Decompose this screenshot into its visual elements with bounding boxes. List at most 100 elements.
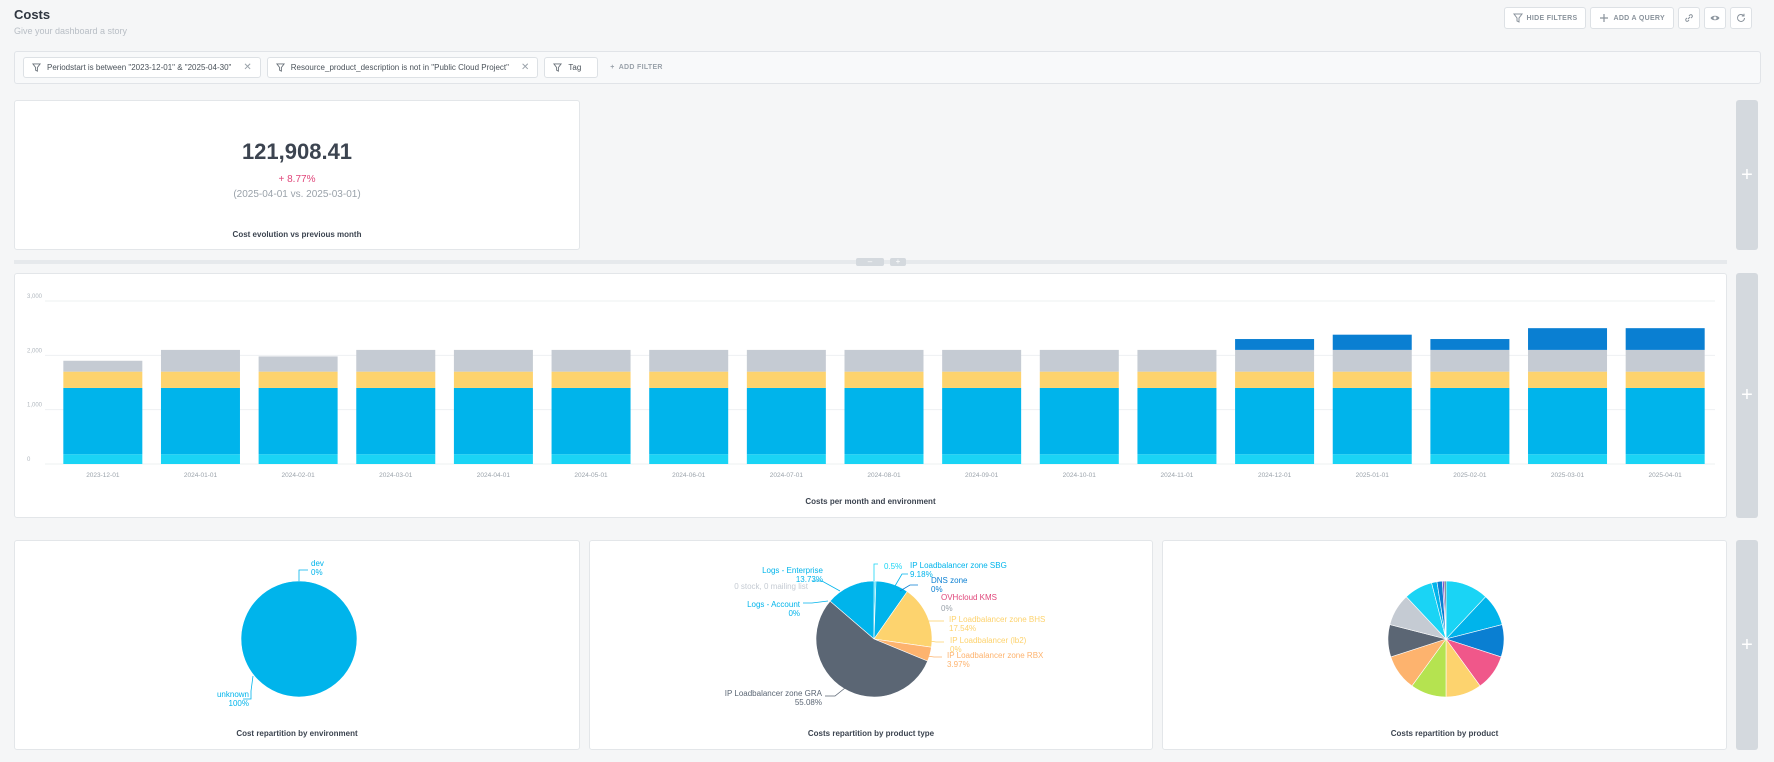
bar-segment[interactable] bbox=[356, 371, 436, 388]
bar-segment[interactable] bbox=[1528, 371, 1608, 388]
bar-segment[interactable] bbox=[551, 387, 631, 455]
filter-chip-product-description[interactable]: Resource_product_description is not in "… bbox=[266, 57, 539, 78]
bar-segment[interactable] bbox=[1528, 328, 1608, 350]
bar-segment[interactable] bbox=[356, 454, 436, 464]
bar-segment[interactable] bbox=[1235, 454, 1315, 464]
bar-segment[interactable] bbox=[1625, 454, 1705, 464]
bar-segment[interactable] bbox=[453, 387, 533, 455]
bar-segment[interactable] bbox=[1528, 349, 1608, 372]
bar-segment[interactable] bbox=[942, 387, 1022, 455]
add-query-button[interactable]: ADD A QUERY bbox=[1590, 7, 1674, 29]
bar-segment[interactable] bbox=[844, 371, 924, 388]
filter-chip-tag[interactable]: Tag bbox=[544, 57, 599, 78]
bar-segment[interactable] bbox=[649, 349, 729, 372]
bar-segment[interactable] bbox=[551, 454, 631, 464]
bar-segment[interactable] bbox=[1235, 349, 1315, 372]
bar-segment[interactable] bbox=[1332, 349, 1412, 372]
bar-segment[interactable] bbox=[551, 371, 631, 388]
bar-segment[interactable] bbox=[1332, 334, 1412, 350]
bar-segment[interactable] bbox=[356, 387, 436, 455]
bar-segment[interactable] bbox=[942, 349, 1022, 372]
bar-segment[interactable] bbox=[1430, 371, 1510, 388]
bar-segment[interactable] bbox=[63, 360, 143, 372]
pie-product-card[interactable]: Costs repartition by product bbox=[1162, 540, 1727, 750]
bar-segment[interactable] bbox=[453, 349, 533, 372]
bar-segment[interactable] bbox=[1625, 328, 1705, 350]
bar-chart-card[interactable]: 0 1,000 2,000 3,000 2023-12-01 2024-01-01 2024… bbox=[14, 273, 1727, 518]
bar-segment[interactable] bbox=[1039, 349, 1119, 372]
bar-segment[interactable] bbox=[649, 454, 729, 464]
preview-button[interactable] bbox=[1704, 7, 1726, 29]
bar-segment[interactable] bbox=[1332, 454, 1412, 464]
bar-segment[interactable] bbox=[160, 349, 240, 372]
bar-segment[interactable] bbox=[844, 387, 924, 455]
bar-segment[interactable] bbox=[63, 387, 143, 455]
bar-segment[interactable] bbox=[942, 371, 1022, 388]
filter-chip-period[interactable]: Periodstart is between "2023-12-01" & "2… bbox=[23, 57, 261, 78]
pie-environment-card[interactable]: dev 0% unknown 100% Cost repartition by env… bbox=[14, 540, 580, 750]
remove-row-button[interactable]: – bbox=[856, 258, 884, 266]
bar-segment[interactable] bbox=[453, 454, 533, 464]
bar-segment[interactable] bbox=[258, 371, 338, 388]
kpi-card[interactable]: 121,908.41 + 8.77% (2025-04-01 vs. 2025-… bbox=[14, 100, 580, 250]
bar-segment[interactable] bbox=[1430, 387, 1510, 455]
bar-segment[interactable] bbox=[551, 349, 631, 372]
bar-segment[interactable] bbox=[1137, 371, 1217, 388]
bar-segment[interactable] bbox=[1528, 454, 1608, 464]
page-subtitle[interactable]: Give your dashboard a story bbox=[14, 26, 128, 36]
pie-product-type-card[interactable]: Logs - Enterprise 13.73% 0.5% IP Loadbalanc… bbox=[589, 540, 1153, 750]
bar-segment[interactable] bbox=[649, 387, 729, 455]
bar-segment[interactable] bbox=[258, 356, 338, 372]
bar-segment[interactable] bbox=[746, 349, 826, 372]
bar-segment[interactable] bbox=[1039, 454, 1119, 464]
bar-segment[interactable] bbox=[649, 371, 729, 388]
bar-segment[interactable] bbox=[1235, 387, 1315, 455]
bar-segment[interactable] bbox=[1528, 387, 1608, 455]
bar-segment[interactable] bbox=[1625, 387, 1705, 455]
pie-slice[interactable] bbox=[240, 580, 358, 698]
add-widget-row-3-button[interactable]: + bbox=[1736, 540, 1758, 750]
bar-segment[interactable] bbox=[942, 454, 1022, 464]
bar-segment[interactable] bbox=[1137, 454, 1217, 464]
add-filter-button[interactable]: + ADD FILTER bbox=[610, 64, 662, 71]
bar-segment[interactable] bbox=[453, 371, 533, 388]
bar-segment[interactable] bbox=[1625, 371, 1705, 388]
bar-segment[interactable] bbox=[1332, 387, 1412, 455]
refresh-button[interactable] bbox=[1730, 7, 1752, 29]
bar-segment[interactable] bbox=[844, 454, 924, 464]
bar-segment[interactable] bbox=[844, 349, 924, 372]
close-icon[interactable]: ✕ bbox=[521, 62, 530, 73]
pie-slice[interactable] bbox=[1443, 580, 1447, 640]
bar-segment[interactable] bbox=[1430, 454, 1510, 464]
bar-segment[interactable] bbox=[160, 371, 240, 388]
bar-segment[interactable] bbox=[63, 371, 143, 388]
bar-segment[interactable] bbox=[1332, 371, 1412, 388]
bar-segment[interactable] bbox=[356, 349, 436, 372]
bar-segment[interactable] bbox=[160, 387, 240, 455]
hide-filters-button[interactable]: HIDE FILTERS bbox=[1503, 7, 1587, 29]
bar-segment[interactable] bbox=[160, 454, 240, 464]
pie-slice[interactable] bbox=[873, 591, 933, 648]
bar-segment[interactable] bbox=[1137, 387, 1217, 455]
add-row-button[interactable]: + bbox=[890, 258, 906, 266]
bar-segment[interactable] bbox=[63, 454, 143, 464]
bar-segment[interactable] bbox=[746, 387, 826, 455]
add-widget-row-2-button[interactable]: + bbox=[1736, 273, 1758, 518]
bar-segment[interactable] bbox=[1039, 387, 1119, 455]
pie-slice[interactable] bbox=[815, 600, 929, 698]
bar-segment[interactable] bbox=[258, 387, 338, 455]
bar-segment[interactable] bbox=[1137, 349, 1217, 372]
bar-segment[interactable] bbox=[1235, 339, 1315, 350]
x-tick-label: 2025-02-01 bbox=[1453, 472, 1487, 479]
bar-segment[interactable] bbox=[746, 454, 826, 464]
bar-segment[interactable] bbox=[258, 454, 338, 464]
bar-segment[interactable] bbox=[1039, 371, 1119, 388]
bar-segment[interactable] bbox=[1625, 349, 1705, 372]
bar-segment[interactable] bbox=[1235, 371, 1315, 388]
bar-segment[interactable] bbox=[746, 371, 826, 388]
bar-segment[interactable] bbox=[1430, 349, 1510, 372]
close-icon[interactable]: ✕ bbox=[243, 62, 252, 73]
link-button[interactable] bbox=[1678, 7, 1700, 29]
bar-segment[interactable] bbox=[1430, 339, 1510, 350]
add-widget-row-1-button[interactable]: + bbox=[1736, 100, 1758, 250]
